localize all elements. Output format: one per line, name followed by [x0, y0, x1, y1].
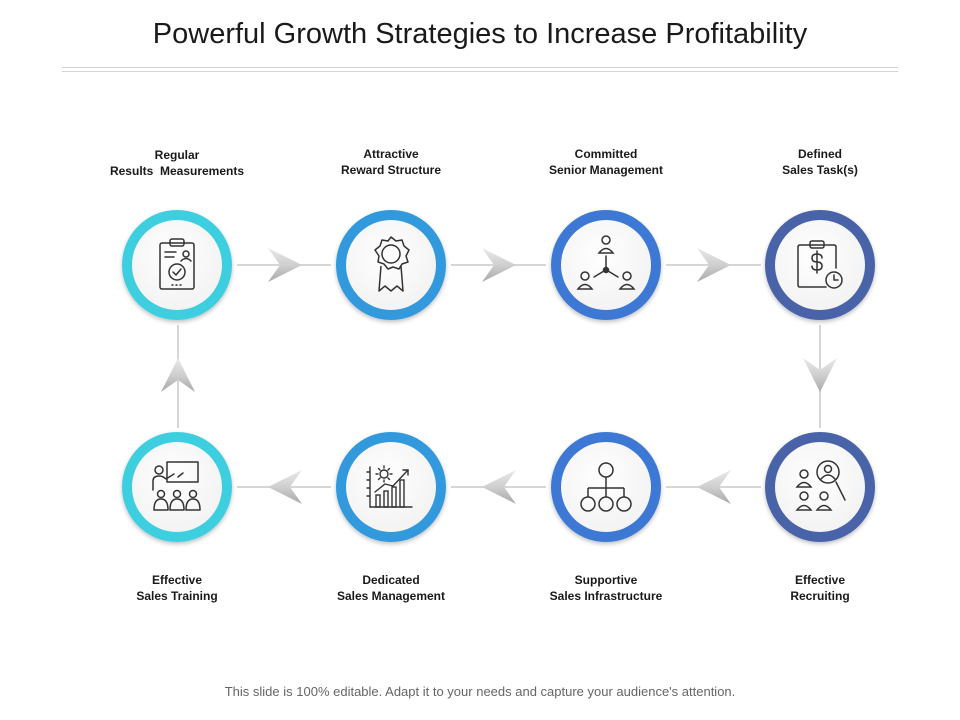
step-label-supportive-infrastructure: Supportive Sales Infrastructure — [549, 573, 663, 603]
arrow-up — [161, 358, 195, 392]
clipboard-check-icon — [159, 238, 195, 290]
footer-note: This slide is 100% editable. Adapt it to… — [224, 684, 736, 699]
arrow-left-1 — [697, 470, 731, 504]
arrow-right-1 — [268, 248, 302, 282]
step-label-effective-training: Effective Sales Training — [136, 573, 218, 603]
step-node-defined-sales-task — [765, 210, 875, 320]
step-node-supportive-infrastructure — [551, 432, 661, 542]
title-divider — [62, 67, 898, 68]
arrow-right-3 — [697, 248, 731, 282]
step-node-committed-senior — [551, 210, 661, 320]
step-node-effective-recruiting — [765, 432, 875, 542]
step-node-effective-training — [122, 432, 232, 542]
award-ribbon-icon — [374, 236, 410, 292]
presentation-audience-icon — [152, 461, 201, 511]
connector-lines — [177, 264, 821, 488]
step-node-dedicated-management — [336, 432, 446, 542]
arrow-down — [803, 358, 837, 392]
arrow-right-2 — [482, 248, 516, 282]
step-node-regular-results — [122, 210, 232, 320]
page-title: Powerful Growth Strategies to Increase P… — [152, 18, 808, 50]
team-network-icon — [576, 235, 636, 290]
step-label-effective-recruiting: Effective Recruiting — [790, 573, 850, 603]
org-chart-icon — [580, 462, 632, 512]
arrow-left-2 — [482, 470, 516, 504]
step-label-dedicated-management: Dedicated Sales Management — [336, 573, 446, 603]
chart-gear-icon — [366, 465, 413, 508]
step-label-attractive-reward: Attractive Reward Structure — [340, 147, 442, 177]
arrow-left-3 — [268, 470, 302, 504]
title-divider-secondary — [62, 71, 898, 72]
step-node-attractive-reward — [336, 210, 446, 320]
dollar-clipboard-clock-icon — [797, 240, 843, 289]
step-label-regular-results: Regular Results Measurements — [109, 148, 245, 178]
step-label-defined-sales-task: Defined Sales Task(s) — [782, 147, 858, 177]
step-label-committed-senior: Committed Senior Management — [548, 147, 664, 177]
people-search-icon — [795, 460, 846, 511]
